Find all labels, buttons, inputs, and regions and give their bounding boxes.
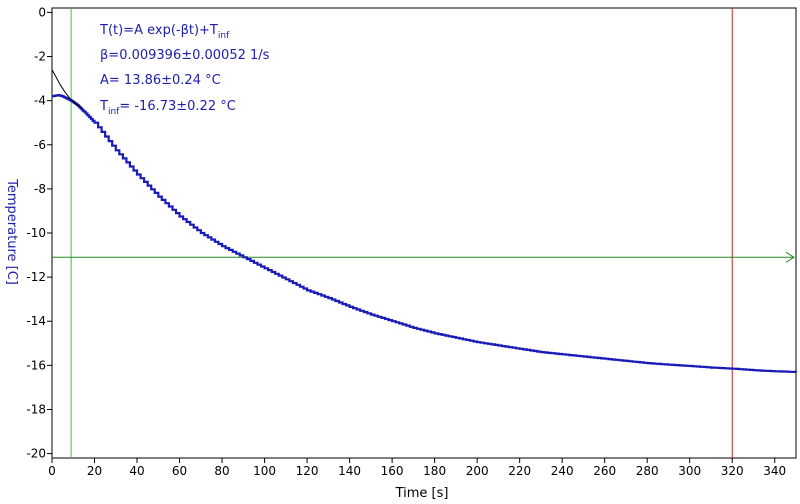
x-tick-label: 280 (636, 464, 659, 478)
x-tick-label: 60 (172, 464, 187, 478)
x-tick-label: 220 (508, 464, 531, 478)
x-tick-label: 240 (551, 464, 574, 478)
x-tick-label: 80 (214, 464, 229, 478)
y-tick-label: -2 (34, 50, 46, 64)
y-tick-label: -12 (26, 270, 46, 284)
y-tick-label: -10 (26, 226, 46, 240)
x-tick-label: 160 (381, 464, 404, 478)
y-tick-label: -4 (34, 94, 46, 108)
y-tick-label: -20 (26, 447, 46, 461)
x-tick-label: 260 (593, 464, 616, 478)
x-axis-title: Time [s] (395, 486, 449, 501)
y-axis-title: Temperature [C] (4, 178, 19, 285)
fit-amplitude: A= 13.86±0.24 °C (100, 73, 221, 88)
x-tick-label: 320 (721, 464, 744, 478)
y-tick-label: -18 (26, 402, 46, 416)
x-tick-label: 0 (48, 464, 56, 478)
y-tick-label: -16 (26, 358, 46, 372)
x-tick-label: 140 (338, 464, 361, 478)
x-tick-label: 300 (678, 464, 701, 478)
x-tick-label: 20 (87, 464, 102, 478)
x-tick-label: 40 (129, 464, 144, 478)
fit-curve (51, 69, 83, 109)
x-tick-label: 180 (423, 464, 446, 478)
fit-tinf: Tinf= -16.73±0.22 °C (99, 99, 236, 117)
level-line-arrowhead-icon (785, 251, 795, 263)
fit-equation: T(t)=A exp(-βt)+Tinf (99, 23, 230, 41)
x-tick-label: 120 (296, 464, 319, 478)
fit-beta: β=0.009396±0.00052 1/s (100, 48, 270, 63)
x-tick-label: 100 (253, 464, 276, 478)
y-tick-label: -6 (34, 138, 46, 152)
x-tick-label: 200 (466, 464, 489, 478)
y-tick-label: -14 (26, 314, 46, 328)
y-tick-label: -8 (34, 182, 46, 196)
y-tick-label: 0 (38, 5, 46, 19)
x-tick-label: 340 (763, 464, 786, 478)
measured-temperature-series (52, 94, 798, 373)
fit-annotation: T(t)=A exp(-βt)+Tinf β=0.009396±0.00052 … (99, 23, 270, 117)
